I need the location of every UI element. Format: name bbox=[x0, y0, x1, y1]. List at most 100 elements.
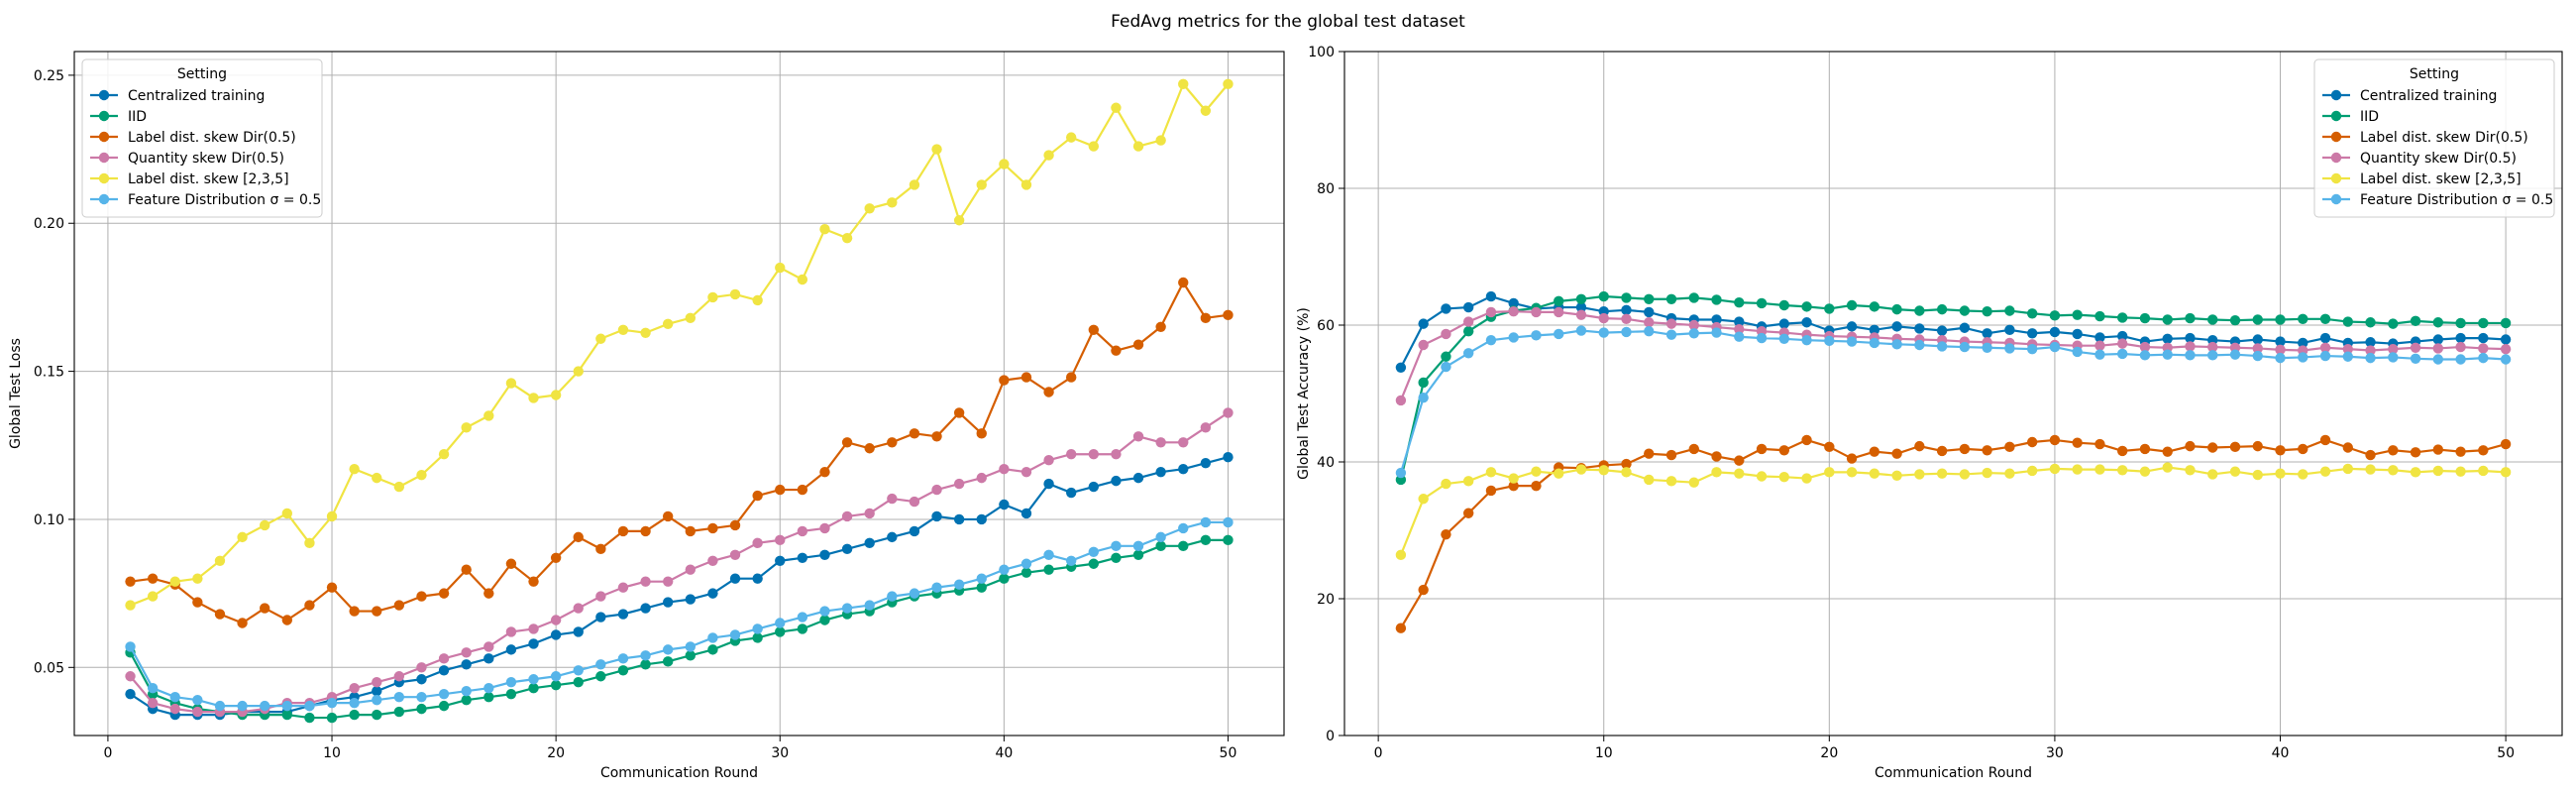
data-point bbox=[2004, 468, 2015, 479]
data-point bbox=[1824, 335, 1835, 347]
data-point bbox=[1531, 480, 1542, 492]
data-point bbox=[1665, 476, 1677, 487]
data-point bbox=[1043, 478, 1054, 490]
data-point bbox=[2004, 305, 2015, 316]
data-point bbox=[1200, 457, 1212, 469]
data-point bbox=[662, 644, 674, 655]
data-point bbox=[1824, 467, 1835, 478]
data-point bbox=[505, 626, 517, 637]
data-point bbox=[2094, 464, 2105, 475]
data-point bbox=[1914, 339, 1925, 351]
data-point bbox=[1891, 339, 1902, 350]
data-point bbox=[841, 543, 853, 555]
data-point bbox=[2252, 314, 2263, 325]
y-tick-label: 0.20 bbox=[34, 216, 64, 232]
data-point bbox=[707, 644, 718, 655]
data-point bbox=[1554, 306, 1564, 318]
data-point bbox=[1132, 540, 1144, 552]
data-point bbox=[1065, 132, 1077, 143]
data-point bbox=[887, 591, 898, 602]
data-point bbox=[1020, 558, 1032, 569]
data-point bbox=[2229, 441, 2241, 453]
data-point bbox=[1621, 292, 1632, 303]
data-point bbox=[841, 437, 853, 448]
data-point bbox=[2229, 349, 2241, 360]
data-point bbox=[1869, 468, 1880, 479]
accuracy-chart: 0 10 20 30 40 50 0 20 40 60 80 100 Communication Rou… bbox=[1296, 45, 2563, 781]
data-point bbox=[1959, 341, 1971, 353]
y-tick-label: 0.15 bbox=[34, 365, 64, 381]
data-point bbox=[326, 712, 338, 724]
data-point bbox=[393, 706, 405, 718]
y-tick-label: 80 bbox=[1317, 181, 1335, 197]
data-point bbox=[461, 694, 472, 706]
data-point bbox=[2185, 440, 2196, 452]
data-point bbox=[1734, 297, 1745, 308]
data-point bbox=[1665, 318, 1677, 329]
data-point bbox=[841, 232, 853, 244]
data-point bbox=[2500, 438, 2512, 450]
data-point bbox=[2116, 465, 2128, 476]
data-point bbox=[2455, 446, 2466, 457]
data-point bbox=[1869, 301, 1880, 312]
data-point bbox=[1846, 321, 1858, 332]
data-point bbox=[752, 490, 763, 502]
data-point bbox=[1644, 293, 1655, 304]
data-point bbox=[1778, 445, 1790, 456]
data-point bbox=[2116, 338, 2128, 349]
data-point bbox=[1575, 464, 1587, 475]
data-point bbox=[1200, 534, 1212, 546]
data-point bbox=[595, 659, 606, 670]
legend-marker bbox=[98, 172, 110, 184]
data-point bbox=[797, 525, 808, 537]
data-point bbox=[304, 700, 315, 712]
data-point bbox=[393, 691, 405, 703]
data-point bbox=[573, 366, 584, 377]
legend-marker bbox=[98, 152, 110, 164]
data-point bbox=[416, 703, 427, 715]
data-point bbox=[372, 472, 382, 484]
data-point bbox=[1132, 141, 1144, 152]
data-point bbox=[1065, 372, 1077, 383]
data-point bbox=[1155, 135, 1166, 146]
data-point bbox=[505, 558, 517, 569]
data-point bbox=[2094, 340, 2105, 351]
data-point bbox=[438, 588, 450, 599]
data-point bbox=[125, 641, 136, 652]
data-point bbox=[281, 709, 293, 721]
data-point bbox=[416, 591, 427, 602]
data-point bbox=[483, 588, 494, 599]
data-point bbox=[1846, 467, 1858, 478]
data-point bbox=[326, 697, 338, 709]
data-point bbox=[1178, 522, 1189, 534]
data-point bbox=[1936, 468, 1948, 479]
data-point bbox=[2455, 354, 2466, 365]
data-point bbox=[1200, 516, 1212, 528]
y-tick-label: 20 bbox=[1317, 592, 1335, 608]
data-point bbox=[2252, 440, 2263, 452]
data-point bbox=[550, 629, 562, 640]
data-point bbox=[1020, 372, 1032, 383]
data-point bbox=[1223, 407, 1234, 418]
legend-label: Quantity skew Dir(0.5) bbox=[2360, 151, 2517, 167]
legend-label: Label dist. skew Dir(0.5) bbox=[2360, 130, 2528, 146]
data-point bbox=[2432, 334, 2444, 345]
data-point bbox=[1043, 387, 1054, 397]
x-tick-label: 0 bbox=[1374, 745, 1383, 761]
data-point bbox=[169, 691, 180, 703]
loss-x-axis-label: Communication Round bbox=[600, 765, 758, 781]
acc-y-axis-label: Global Test Accuracy (%) bbox=[1296, 307, 1312, 480]
data-point bbox=[550, 671, 562, 682]
data-point bbox=[1891, 448, 1902, 459]
data-point bbox=[1891, 303, 1902, 315]
data-point bbox=[1223, 516, 1234, 528]
data-point bbox=[1936, 303, 1948, 315]
data-point bbox=[2072, 346, 2083, 358]
data-point bbox=[2410, 447, 2421, 458]
x-tick-label: 20 bbox=[1820, 745, 1838, 761]
data-point bbox=[1778, 333, 1790, 344]
data-point bbox=[2072, 309, 2083, 320]
data-point bbox=[326, 582, 338, 593]
data-point bbox=[1914, 469, 1925, 480]
data-point bbox=[1111, 552, 1122, 563]
